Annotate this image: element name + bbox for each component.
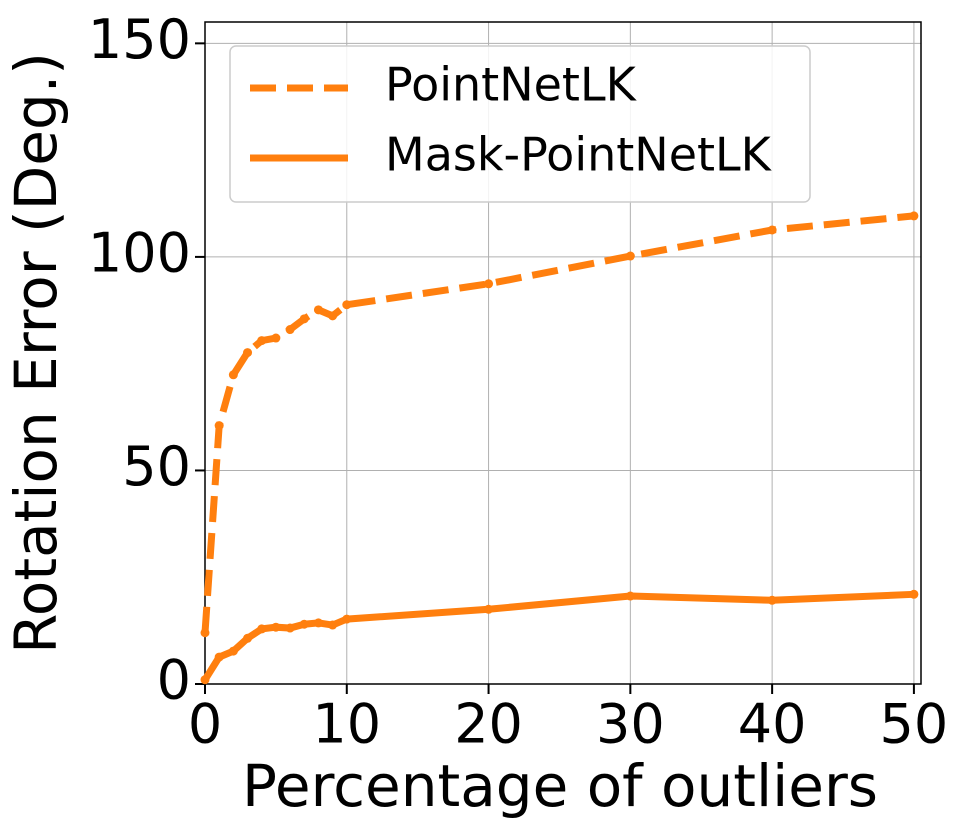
- data-point: [625, 591, 635, 601]
- legend-box: [229, 45, 811, 203]
- data-point: [214, 652, 224, 662]
- data-point: [909, 589, 919, 599]
- data-point: [285, 623, 295, 633]
- x-tick-label: 30: [596, 693, 665, 756]
- data-point: [328, 311, 338, 321]
- y-axis-label: Rotation Error (Deg.): [2, 52, 70, 654]
- data-point: [328, 620, 338, 630]
- data-point: [767, 595, 777, 605]
- data-point: [243, 633, 253, 643]
- data-point: [313, 618, 323, 628]
- data-point: [214, 421, 224, 431]
- data-point: [299, 314, 309, 324]
- data-point: [228, 646, 238, 656]
- data-point: [484, 604, 494, 614]
- x-tick-label: 40: [738, 693, 807, 756]
- data-point: [243, 348, 253, 358]
- x-tick-label: 20: [454, 693, 523, 756]
- data-point: [271, 622, 281, 632]
- data-point: [299, 619, 309, 629]
- x-tick-label: 50: [880, 693, 949, 756]
- y-tick-label: 100: [88, 222, 191, 285]
- x-tick-label: 0: [188, 693, 222, 756]
- data-point: [342, 300, 352, 310]
- data-line: [202, 590, 915, 682]
- legend-label: PointNetLK: [385, 58, 638, 112]
- data-point: [200, 675, 210, 685]
- legend-label: Mask-PointNetLK: [385, 128, 773, 182]
- data-point: [257, 336, 267, 346]
- x-axis-label: Percentage of outliers: [242, 752, 878, 820]
- data-point: [200, 628, 210, 638]
- y-tick-label: 0: [157, 649, 191, 712]
- data-point: [285, 325, 295, 335]
- plot-frame: [204, 21, 922, 685]
- data-point: [625, 251, 635, 261]
- data-point: [767, 225, 777, 235]
- data-point: [342, 614, 352, 624]
- x-tick-label: 10: [312, 693, 381, 756]
- data-point: [271, 333, 281, 343]
- data-line: [201, 212, 915, 633]
- data-point: [909, 211, 919, 221]
- y-tick-label: 150: [88, 8, 191, 71]
- data-point: [484, 279, 494, 289]
- data-point: [228, 370, 238, 380]
- data-point: [257, 624, 267, 634]
- data-point: [313, 305, 323, 315]
- y-tick-label: 50: [122, 435, 191, 498]
